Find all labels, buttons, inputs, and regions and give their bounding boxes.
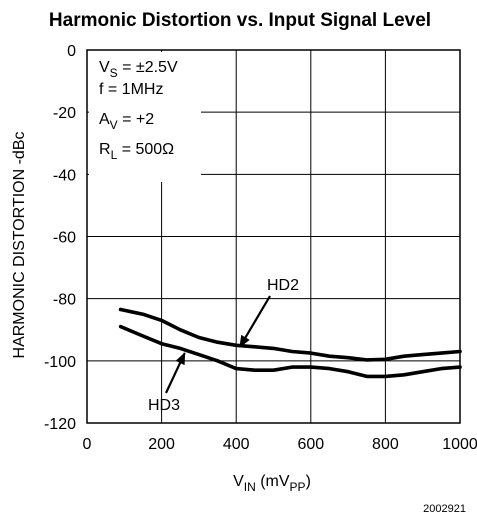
y-tick-label: -80	[53, 292, 76, 309]
x-tick-label: 800	[372, 436, 399, 453]
chart-title: Harmonic Distortion vs. Input Signal Lev…	[49, 10, 431, 31]
condition-line: f = 1MHz	[99, 81, 163, 98]
x-tick-label: 400	[223, 436, 250, 453]
condition-line: VS = ±2.5V	[99, 59, 178, 80]
x-axis-label-main: V	[233, 473, 244, 490]
x-tick-label: 0	[83, 436, 92, 453]
series-line-hd3	[118, 324, 462, 379]
series-line-hd2	[118, 307, 462, 362]
y-tick-label: -60	[53, 230, 76, 247]
condition-line: AV = +2	[99, 111, 154, 132]
conditions-box	[89, 52, 201, 182]
series-layer	[118, 307, 462, 379]
y-tick-label: -20	[53, 105, 76, 122]
x-axis-label-sub1: IN	[244, 480, 256, 494]
x-tick-label: 1000	[442, 436, 477, 453]
y-tick-label: -40	[53, 167, 76, 184]
x-axis-label: VIN (mVPP)	[233, 473, 311, 494]
series-labels: HD2 HD3	[148, 277, 299, 414]
x-tick-label: 600	[297, 436, 324, 453]
x-axis-label-sub2: PP	[290, 480, 306, 494]
arrow-hd3	[165, 352, 186, 394]
x-axis-label-mid: (mV	[256, 473, 290, 490]
figure-id: 2002921	[423, 503, 466, 515]
conditions-text: VS = ±2.5Vf = 1MHz AV = +2 RL = 500Ω	[99, 59, 178, 162]
series-label-hd2: HD2	[267, 277, 299, 294]
x-axis-label-end: )	[306, 473, 311, 490]
arrow-hd2	[238, 295, 271, 348]
condition-line: RL = 500Ω	[99, 141, 174, 162]
y-tick-labels: 0 -20 -40 -60 -80 -100 -120	[44, 43, 76, 433]
x-tick-label: 200	[148, 436, 175, 453]
series-label-hd3: HD3	[148, 397, 180, 414]
x-tick-labels: 0 200 400 600 800 1000	[83, 436, 477, 453]
plot-frame	[86, 49, 461, 424]
y-tick-label: -120	[44, 416, 76, 433]
y-tick-label: -100	[44, 354, 76, 371]
y-axis-label: HARMONIC DISTORTION -dBc	[11, 132, 28, 359]
y-tick-label: 0	[67, 43, 76, 60]
